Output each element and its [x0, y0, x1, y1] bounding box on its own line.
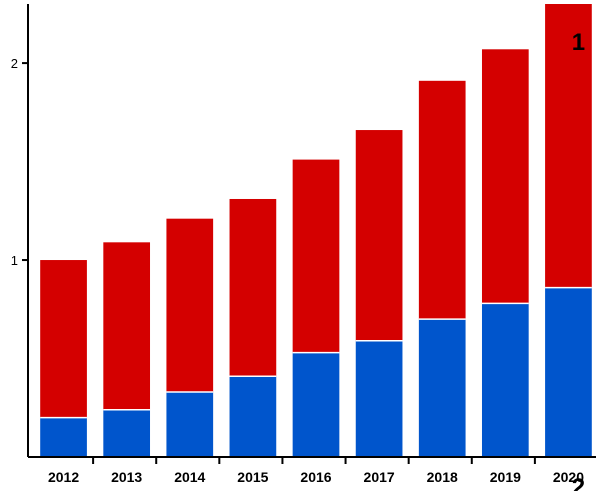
bar-2013-series-1 — [103, 242, 151, 410]
bar-2015-series-1 — [229, 198, 277, 377]
bar-2014-series-2 — [166, 392, 214, 457]
bar-2017-series-2 — [355, 340, 403, 457]
bar-2019-series-2 — [481, 303, 529, 457]
bar-2020-series-1 — [545, 4, 592, 288]
bar-2018-series-2 — [418, 319, 466, 457]
y-ticks-group: 12 — [11, 56, 28, 268]
series-label-2: 2 — [572, 474, 585, 491]
bar-2014-series-1 — [166, 218, 214, 392]
series-labels-group: 21 — [572, 29, 585, 491]
x-tick-label-2017: 2017 — [364, 469, 395, 485]
bars-group — [40, 4, 592, 457]
bar-2018-series-1 — [418, 80, 466, 320]
x-tick-label-2018: 2018 — [427, 469, 458, 485]
series-label-1: 1 — [572, 29, 585, 56]
x-tick-label-2013: 2013 — [111, 469, 142, 485]
bar-2013-series-2 — [103, 409, 151, 457]
bar-2017-series-1 — [355, 130, 403, 341]
bar-2012-series-1 — [40, 260, 87, 418]
x-tick-label-2019: 2019 — [490, 469, 521, 485]
bar-2015-series-2 — [229, 376, 277, 457]
x-tick-label-2015: 2015 — [237, 469, 268, 485]
x-tick-label-2014: 2014 — [174, 469, 205, 485]
bar-2016-series-1 — [292, 159, 340, 353]
x-tick-label-2020: 2020 — [553, 469, 584, 485]
x-ticks-group: 2012 2013 2014 2015 2016 2017 2018 2019 2020 — [48, 457, 584, 485]
y-tick-label-2: 2 — [11, 56, 18, 71]
bar-2016-series-2 — [292, 352, 340, 457]
x-tick-label-2012: 2012 — [48, 469, 79, 485]
bar-2019-series-1 — [481, 49, 529, 304]
y-tick-label-1: 1 — [11, 253, 18, 268]
bar-2020-series-2 — [545, 287, 592, 457]
bar-2012-series-2 — [40, 417, 87, 457]
x-tick-label-2016: 2016 — [300, 469, 331, 485]
